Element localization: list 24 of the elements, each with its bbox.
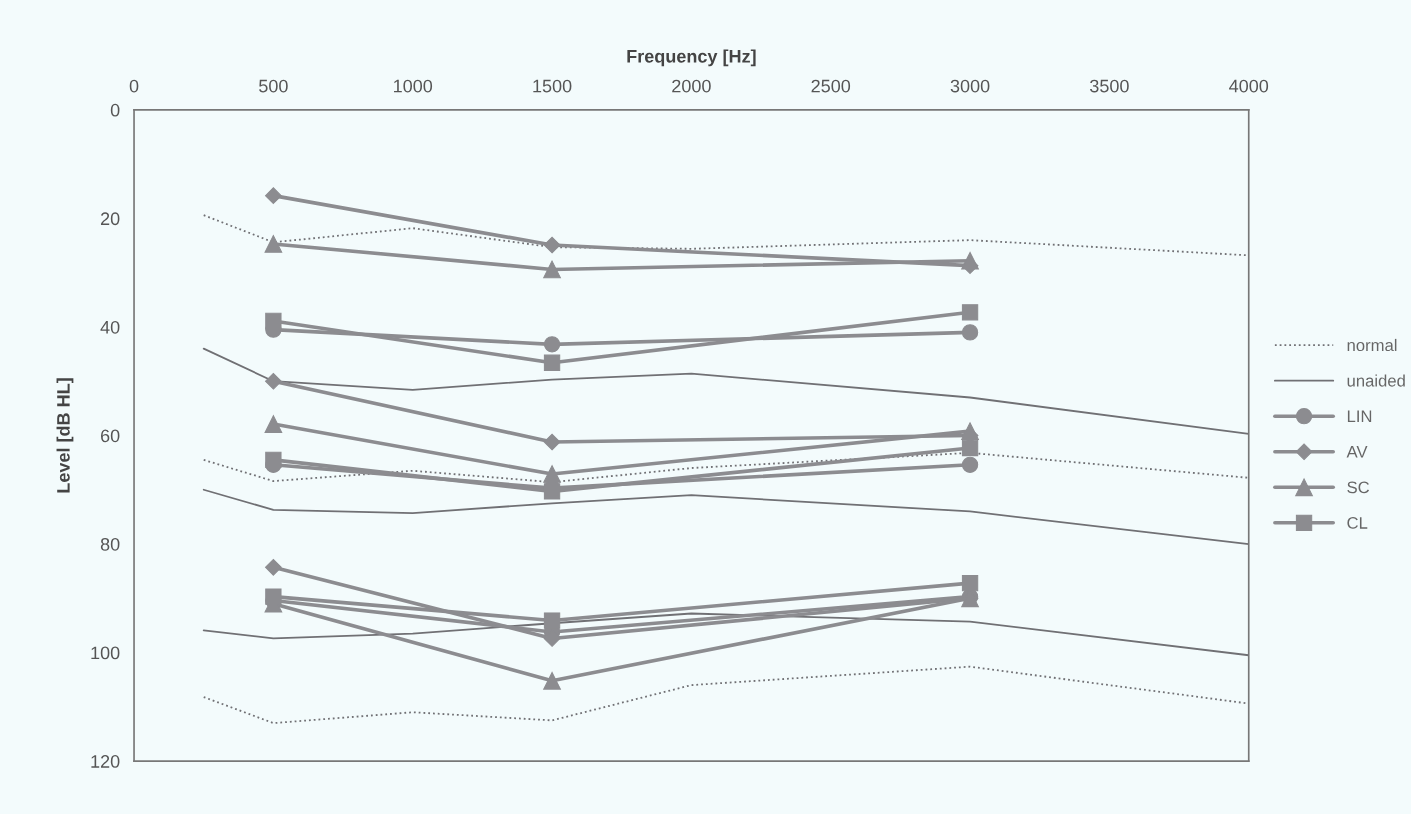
- x-tick-label: 500: [259, 79, 288, 93]
- legend-label: CL: [1347, 517, 1368, 529]
- legend-label: AV: [1346, 446, 1368, 458]
- legend-label: unaided: [1347, 374, 1405, 387]
- legend-label: SC: [1347, 481, 1370, 494]
- x-tick-label: 0: [129, 79, 139, 93]
- y-tick-label: 40: [100, 320, 120, 334]
- y-tick-label: 20: [100, 212, 120, 226]
- x-tick-label: 1000: [394, 79, 433, 93]
- x-tick-label: 4000: [1229, 79, 1269, 93]
- x-axis-title: Frequency [Hz]: [627, 49, 756, 67]
- x-tick-label: 3500: [1090, 79, 1129, 93]
- y-tick-label: 0: [110, 103, 120, 117]
- x-tick-label: 3000: [950, 79, 990, 93]
- y-tick-label: 60: [100, 429, 120, 443]
- x-tick-label: 1500: [533, 79, 572, 93]
- y-tick-label: 100: [91, 646, 120, 660]
- legend-label: normal: [1347, 338, 1397, 352]
- y-tick-label: 80: [100, 537, 120, 551]
- legend-label: LIN: [1347, 410, 1372, 423]
- y-axis-title: Level [dB HL]: [56, 378, 74, 493]
- x-tick-label: 2000: [672, 79, 711, 93]
- x-tick-label: 2500: [811, 79, 851, 93]
- y-tick-label: 120: [91, 755, 120, 768]
